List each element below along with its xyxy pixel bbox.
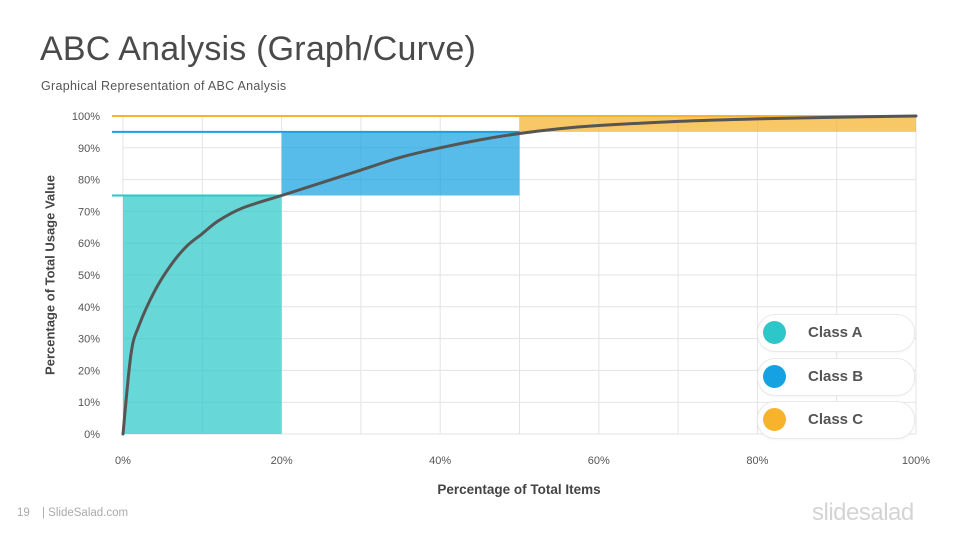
y-tick-label: 50% [78, 270, 100, 282]
legend-label-class-c: Class C [808, 411, 864, 428]
class-threshold-lines [112, 115, 916, 197]
x-tick-label: 100% [902, 455, 930, 467]
y-tick-label: 0% [84, 429, 100, 441]
y-tick-label: 10% [78, 397, 100, 409]
x-tick-label: 0% [115, 455, 131, 467]
x-axis-label: Percentage of Total Items [437, 482, 601, 497]
y-tick-label: 60% [78, 238, 100, 250]
curve-line [121, 114, 918, 436]
y-tick-label: 40% [78, 302, 100, 314]
x-tick-label: 40% [429, 455, 451, 467]
y-axis-ticks: 0% 10% 20% 30% 40% 50% 60% 70% 80% 90% 100% [72, 111, 100, 441]
cumulative-curve [121, 114, 918, 436]
y-tick-label: 100% [72, 111, 100, 123]
region-class-a [123, 195, 282, 434]
x-tick-label: 80% [746, 455, 768, 467]
legend-swatch-class-b [763, 364, 786, 388]
page-subtitle: Graphical Representation of ABC Analysis [41, 79, 287, 93]
x-axis-ticks: 0% 20% 40% 60% 80% 100% [115, 455, 930, 467]
legend-swatch-class-a [763, 321, 786, 344]
legend-label-class-a: Class A [808, 324, 863, 341]
legend-item-class-c: Class C [757, 401, 915, 439]
page-number: 19 [17, 507, 30, 519]
y-tick-label: 70% [78, 206, 100, 218]
legend-item-class-b: Class B [757, 357, 915, 396]
y-tick-label: 20% [78, 365, 100, 377]
region-class-c [519, 116, 916, 132]
x-tick-label: 60% [588, 455, 610, 467]
page-title: ABC Analysis (Graph/Curve) [40, 30, 477, 68]
legend-item-class-a: Class A [757, 314, 915, 352]
y-tick-label: 30% [78, 334, 100, 346]
region-class-b [281, 131, 520, 196]
x-tick-label: 20% [271, 455, 293, 467]
class-regions [123, 116, 916, 434]
footer-site-link[interactable]: | SlideSalad.com [42, 507, 129, 519]
y-tick-label: 90% [78, 143, 100, 155]
legend-label-class-b: Class B [808, 367, 864, 385]
y-axis-label: Percentage of Total Usage Value [42, 175, 58, 375]
legend-swatch-class-c [763, 408, 786, 431]
chart-legend: Class A Class B Class C [757, 314, 915, 445]
brand-logo: slidesalad [812, 499, 914, 526]
y-tick-label: 80% [78, 175, 100, 187]
